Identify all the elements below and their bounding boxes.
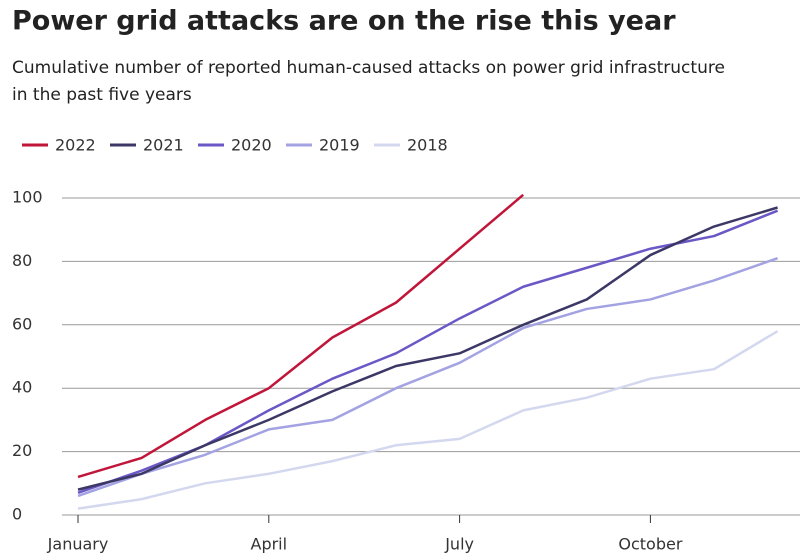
y-tick-label: 20 [12,441,32,460]
legend-label: 2021 [143,136,184,155]
x-tick-label: July [444,535,474,554]
legend-label: 2019 [319,136,360,155]
chart-title: Power grid attacks are on the rise this … [12,6,676,37]
y-tick-label: 0 [12,505,22,524]
series-line [77,206,778,491]
x-tick-label: January [47,535,109,554]
chart-subtitle: Cumulative number of reported human-caus… [12,58,725,105]
series-line [77,209,779,494]
legend-label: 2018 [407,136,448,155]
series-line [77,193,525,479]
subtitle-box: Cumulative number of reported human-caus… [12,58,725,105]
y-tick-label: 80 [12,251,32,270]
legend-label: 2020 [231,136,272,155]
x-tick-label: April [251,535,288,554]
y-tick-label: 60 [12,314,32,333]
series-line [77,257,779,498]
series-line [77,330,779,510]
y-tick-label: 100 [12,188,43,207]
x-tick-label: October [618,535,682,554]
legend-label: 2022 [55,136,96,155]
y-tick-label: 40 [12,378,32,397]
